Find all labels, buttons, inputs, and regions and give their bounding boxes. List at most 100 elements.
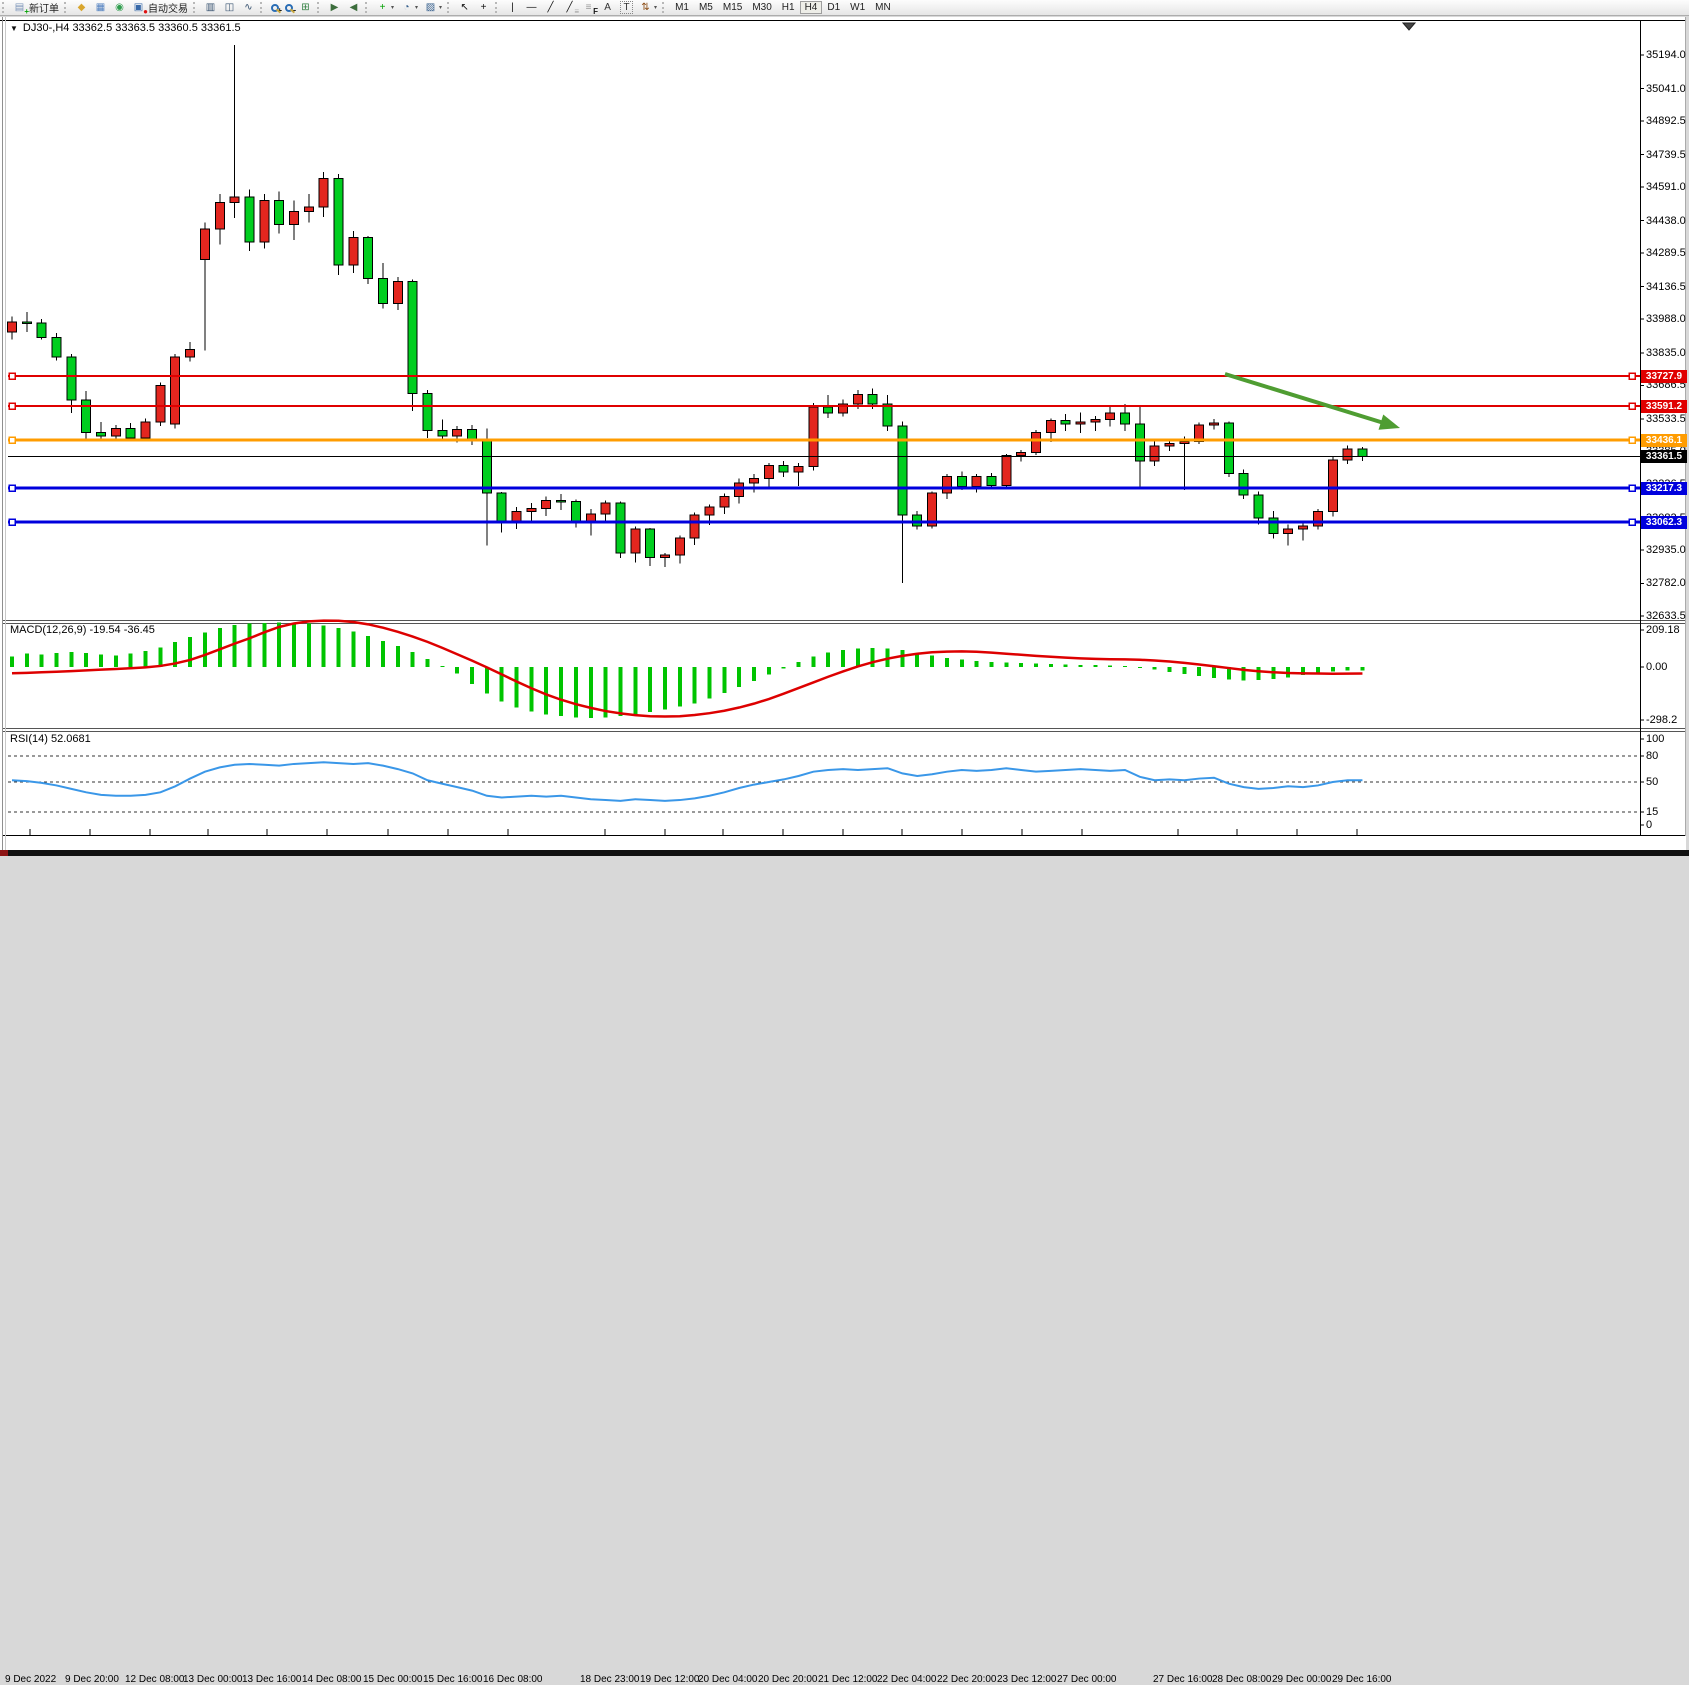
macd-histogram-bar <box>291 622 296 667</box>
macd-histogram-bar <box>514 667 519 708</box>
price-badge-33361.5: 33361.5 <box>1641 450 1687 463</box>
bear-candle <box>81 399 92 434</box>
zoom-in-button[interactable]: + <box>269 1 282 15</box>
cursor-button[interactable]: ↖ <box>456 1 473 15</box>
hline-handle[interactable] <box>8 436 16 444</box>
market-watch-button[interactable]: ◆ <box>73 1 90 15</box>
caret-down-icon: ▾ <box>391 5 395 11</box>
bull-candle <box>1283 528 1294 535</box>
timeframe-M1[interactable]: M1 <box>675 2 689 13</box>
bear-candle <box>897 425 908 516</box>
hline-handle[interactable] <box>1628 436 1636 444</box>
line-chart-button[interactable]: ∿ <box>240 1 257 15</box>
price-tick-label: 33835.0 <box>1646 346 1686 359</box>
date-label: 20 Dec 04:00 <box>698 1674 758 1685</box>
text-label-button[interactable]: T <box>618 1 635 15</box>
hline-button[interactable]: — <box>523 1 540 15</box>
bull-candle <box>630 528 641 554</box>
fibo-expansion-button[interactable]: ≡ F <box>580 1 599 16</box>
bar-chart-button[interactable]: ▥ <box>202 1 219 15</box>
indicators-button[interactable]: + ▾ <box>374 1 396 15</box>
bull-candle <box>704 506 715 516</box>
crosshair-button[interactable]: + <box>475 1 492 15</box>
bear-candle <box>496 492 507 524</box>
main-chart-canvas[interactable] <box>0 0 1689 856</box>
timeframe-W1[interactable]: W1 <box>850 2 866 13</box>
macd-histogram-bar <box>366 636 371 667</box>
timeframe-M15[interactable]: M15 <box>722 2 743 13</box>
price-tick-label: 34892.5 <box>1646 115 1686 128</box>
timeframe-H4[interactable]: H4 <box>799 1 823 14</box>
data-window-button[interactable]: ▦ <box>92 1 109 15</box>
macd-histogram-bar <box>395 646 400 667</box>
fibo-button[interactable]: ╱ ≡ <box>561 1 580 16</box>
bull-candle <box>763 465 774 480</box>
hline-handle[interactable] <box>8 402 16 410</box>
overlay-glyph: F <box>593 7 599 16</box>
trend-arrow-line[interactable] <box>1224 372 1388 426</box>
date-axis[interactable]: 9 Dec 2022 9 Dec 20:00 12 Dec 08:00 13 Dec … <box>0 836 1686 1685</box>
timeframe-H1[interactable]: H1 <box>781 2 795 13</box>
hline-handle[interactable] <box>8 372 16 380</box>
periods-button[interactable]: ◔ ▾ <box>398 1 420 15</box>
chart-shift-marker[interactable] <box>1401 22 1417 31</box>
bear-candle <box>274 199 285 226</box>
bear-candle <box>1223 422 1234 474</box>
tile-windows-button[interactable]: ⊞ <box>297 1 314 15</box>
bear-candle <box>1357 448 1368 458</box>
toolbar-grip <box>2 2 7 13</box>
rsi-tick-label: 0 <box>1646 819 1653 831</box>
macd-histogram-bar <box>841 650 846 667</box>
symbol-dropdown-icon[interactable]: ▼ <box>10 23 18 33</box>
price-tick-label: 35041.0 <box>1646 82 1686 95</box>
new-order-button[interactable]: ▤ + 新订单 <box>11 1 61 16</box>
hline-handle[interactable] <box>1628 484 1636 492</box>
date-label: 29 Dec 00:00 <box>1272 1674 1332 1685</box>
arrows-button[interactable]: ⇅ ▾ <box>637 1 659 15</box>
timeframe-M30[interactable]: M30 <box>752 2 772 13</box>
autotrade-icon: ▣ ● <box>133 2 148 16</box>
price-tick-label: 34591.0 <box>1646 181 1686 194</box>
bear-candle <box>333 178 344 266</box>
trend-arrow-head[interactable] <box>1378 414 1400 430</box>
bull-candle <box>318 178 329 208</box>
chart-title-bar: ▼ DJ30-,H4 33362.5 33363.5 33360.5 33361… <box>10 22 241 34</box>
macd-histogram-bar <box>707 667 712 699</box>
chart-shift-button[interactable]: ◀ <box>345 1 362 15</box>
hline-handle[interactable] <box>1628 518 1636 526</box>
bear-candle <box>407 281 418 394</box>
auto-scroll-button[interactable]: ▶ <box>326 1 343 15</box>
timeframe-D1[interactable]: D1 <box>827 2 841 13</box>
rsi-tick-label: 80 <box>1646 750 1659 763</box>
zoom-out-button[interactable]: − <box>283 1 296 15</box>
macd-tick-label: 209.18 <box>1646 623 1680 636</box>
hline-handle[interactable] <box>1628 372 1636 380</box>
text-button[interactable]: A <box>599 1 616 15</box>
bear-candle <box>882 403 893 427</box>
autotrade-button-label: 自动交易 <box>148 4 188 15</box>
macd-histogram-bar <box>143 651 148 667</box>
bull-candle <box>155 385 166 423</box>
hline-handle[interactable] <box>1628 402 1636 410</box>
bull-candle <box>1298 525 1309 530</box>
hline-handle[interactable] <box>8 484 16 492</box>
price-tick-label: 33533.5 <box>1646 412 1686 425</box>
autotrade-button[interactable]: ▣ ● 自动交易 <box>130 1 190 16</box>
vline-button[interactable]: | <box>504 1 521 15</box>
bear-candle <box>1253 494 1264 519</box>
timeframe-MN[interactable]: MN <box>875 2 891 13</box>
toolbar-grip <box>64 2 69 13</box>
macd-histogram-bar <box>1063 664 1068 667</box>
navigator-button[interactable]: ◉ <box>111 1 128 15</box>
timeframe-M5[interactable]: M5 <box>698 2 713 13</box>
candle-chart-button[interactable]: ◫ <box>221 1 238 15</box>
templates-button[interactable]: ▨ ▾ <box>422 1 444 15</box>
macd-histogram-bar <box>796 662 801 667</box>
bull-candle <box>852 393 863 405</box>
trendline-button[interactable]: ╱ <box>542 1 559 15</box>
bear-candle <box>66 356 77 401</box>
overlay-glyph: + <box>277 5 282 15</box>
hline-handle[interactable] <box>8 518 16 526</box>
macd-histogram-bar <box>1123 666 1127 667</box>
bull-candle <box>392 281 403 304</box>
